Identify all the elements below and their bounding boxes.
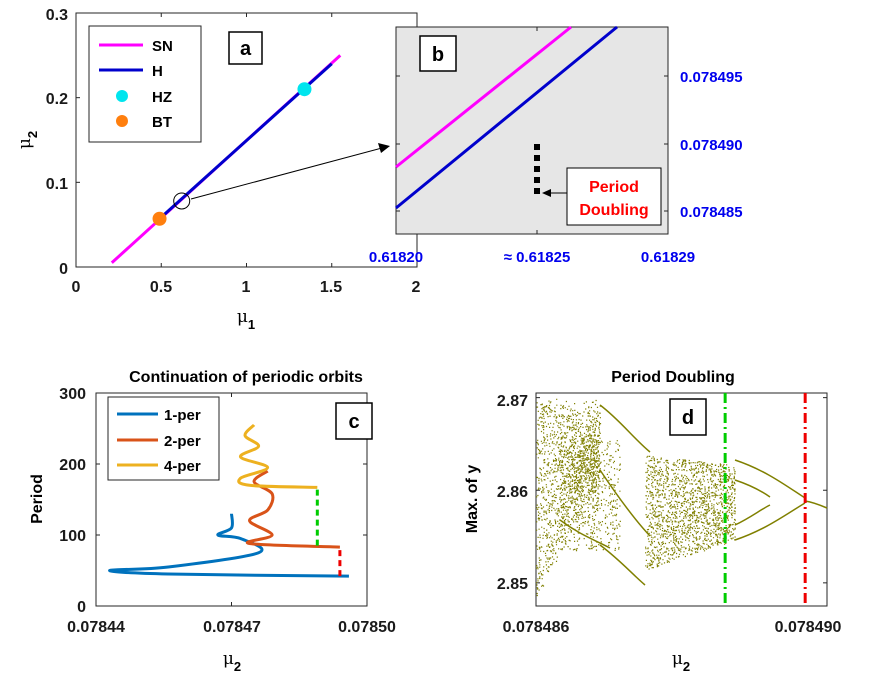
series-sn-b [395,25,572,169]
legend-swatch-bt [116,115,128,127]
xtick-c-2: 0.07850 [338,619,396,636]
xtick-c-0: 0.07844 [67,619,125,636]
title-d: Period Doubling [611,369,735,386]
series-4-per-c [237,423,318,489]
bifurcation-scatter [536,398,828,597]
xtick-b-0: 0.61820 [369,249,423,266]
ytick-d-2.87: 2.87 [497,393,528,410]
bifurcation-branch-8 [734,504,771,526]
bifurcation-branch-4 [734,459,806,499]
xtick-b-2: 0.61829 [641,249,695,266]
panel-label-box-c [335,402,373,440]
zoom-circle [173,192,191,210]
xlabel-a: μ1 [237,307,255,332]
bifurcation-branch-0 [599,404,651,453]
zoom-arrow [190,143,390,200]
legend-label-4per: 4-per [164,458,201,475]
ytick-a-0: 0 [59,261,68,278]
legend-label-h: H [152,63,163,80]
ytick-c-100: 100 [59,528,86,545]
series-2-per-c [245,469,340,549]
bifurcation-branch-2 [599,544,646,586]
ylabel-c: Period [29,474,46,524]
xtick-a-2: 2 [412,279,421,296]
bifurcation-branch-5 [734,502,806,541]
bifurcation-branch-7 [734,479,771,498]
legend-swatch-hz [116,90,128,102]
legend-c: 1-per 2-per 4-per [107,396,220,481]
panel-label-a: a [240,38,252,60]
ytick-c-0: 0 [77,599,86,616]
ytick-b-2: 0.078485 [680,204,743,221]
panel-label-box-d [669,398,707,436]
point-bt [152,211,167,226]
xtick-d-0: 0.078486 [503,619,570,636]
xtick-a-1.5: 1.5 [320,279,342,296]
panel-label-b: b [432,44,444,66]
ylabel-d: Max. of y [464,465,481,534]
annotation-arrow-head [542,189,551,197]
panel-a: 0.3 0.2 0.1 0 0 0.5 1 1.5 2 μ1 μ2 SN H H… [15,7,421,332]
xtick-a-0.5: 0.5 [150,279,172,296]
bifurcation-branch-1 [599,469,651,537]
bifurcation-branch-3 [559,519,611,549]
annotation-text-doubling: Doubling [579,202,648,219]
zoom-arrow-line [190,147,383,200]
annotation-box [566,167,662,226]
ytick-a-0.3: 0.3 [46,7,68,24]
panel-label-box-a [228,31,263,65]
annotation-text-period: Period [589,179,639,196]
series-1-per-c [108,513,349,578]
ytick-d-2.86: 2.86 [497,484,528,501]
xtick-c-1: 0.07847 [203,619,261,636]
bifurcation-branch-6 [804,500,828,509]
series-h-b [395,25,618,210]
point-hz [297,82,312,97]
ytick-d-2.85: 2.85 [497,576,528,593]
zoom-arrow-head [378,143,390,153]
panel-d: Period Doubling 2.87 2.86 2.85 0.078486 … [464,369,841,674]
legend-label-bt: BT [152,114,172,131]
ylabel-a: μ2 [15,131,40,149]
legend-box-a [88,25,202,143]
xtick-d-1: 0.078490 [775,619,842,636]
legend-label-sn: SN [152,38,173,55]
xlabel-d: μ2 [672,649,690,674]
xtick-a-1: 1 [242,279,251,296]
ytick-a-0.2: 0.2 [46,91,68,108]
ytick-b-0: 0.078495 [680,69,743,86]
ytick-c-200: 200 [59,457,86,474]
panel-label-d: d [682,407,694,429]
legend-a: SN H HZ BT [88,25,202,143]
xlabel-c: μ2 [223,649,241,674]
panel-label-c: c [348,411,359,433]
panel-label-box-b [419,35,457,72]
ytick-a-0.1: 0.1 [46,176,68,193]
legend-label-2per: 2-per [164,433,201,450]
xtick-a-0: 0 [72,279,81,296]
scatter-points-d [536,398,737,597]
legend-label-hz: HZ [152,89,172,106]
xtick-b-1: ≈ 0.61825 [504,249,571,266]
title-c: Continuation of periodic orbits [129,369,363,386]
panel-b: Period Doubling 0.078495 0.078490 0.0784… [369,25,743,266]
ytick-c-300: 300 [59,386,86,403]
panel-c: Continuation of periodic orbits 300 200 … [29,369,396,674]
ytick-b-1: 0.078490 [680,137,743,154]
legend-label-1per: 1-per [164,407,201,424]
